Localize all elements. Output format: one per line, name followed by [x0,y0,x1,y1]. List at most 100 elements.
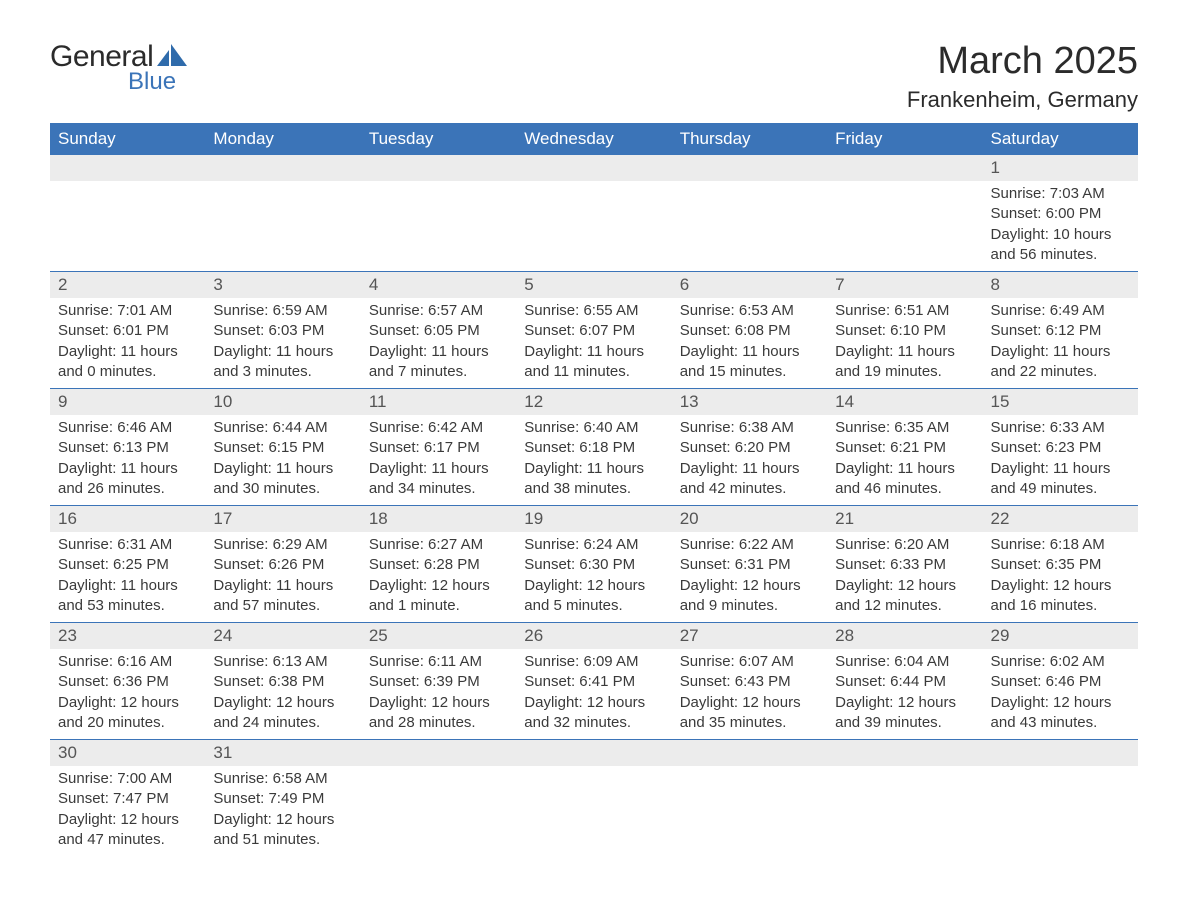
sunset-line: Sunset: 6:39 PM [369,672,508,692]
day-number-cell: 20 [672,506,827,533]
daylight-line: Daylight: 11 hours and 53 minutes. [58,576,197,617]
day-number-cell: 17 [205,506,360,533]
month-title: March 2025 [907,40,1138,83]
sunset-line: Sunset: 6:18 PM [524,438,663,458]
daylight-line: Daylight: 12 hours and 20 minutes. [58,693,197,734]
daynum-row: 1 [50,155,1138,181]
sunset-line: Sunset: 6:17 PM [369,438,508,458]
daylight-line: Daylight: 12 hours and 51 minutes. [213,810,352,851]
daylight-line: Daylight: 11 hours and 42 minutes. [680,459,819,500]
sunset-line: Sunset: 6:01 PM [58,321,197,341]
day-content-cell: Sunrise: 6:18 AMSunset: 6:35 PMDaylight:… [983,532,1138,623]
sunrise-line: Sunrise: 6:46 AM [58,418,197,438]
day-number-cell: 15 [983,389,1138,416]
day-content-row: Sunrise: 7:03 AMSunset: 6:00 PMDaylight:… [50,181,1138,272]
day-number-cell: 14 [827,389,982,416]
daylight-line: Daylight: 12 hours and 39 minutes. [835,693,974,734]
sunset-line: Sunset: 6:00 PM [991,204,1130,224]
day-number-cell: 4 [361,272,516,299]
daylight-line: Daylight: 12 hours and 32 minutes. [524,693,663,734]
sunrise-line: Sunrise: 6:22 AM [680,535,819,555]
day-number-cell: 28 [827,623,982,650]
day-content-row: Sunrise: 7:00 AMSunset: 7:47 PMDaylight:… [50,766,1138,856]
weekday-header: Wednesday [516,123,671,155]
logo-text-bottom: Blue [128,68,176,96]
daylight-line: Daylight: 12 hours and 12 minutes. [835,576,974,617]
sunrise-line: Sunrise: 6:02 AM [991,652,1130,672]
sunset-line: Sunset: 6:25 PM [58,555,197,575]
day-content-cell: Sunrise: 6:51 AMSunset: 6:10 PMDaylight:… [827,298,982,389]
day-content-cell [50,181,205,272]
day-number-cell: 5 [516,272,671,299]
weekday-header: Sunday [50,123,205,155]
daylight-line: Daylight: 11 hours and 26 minutes. [58,459,197,500]
sunrise-line: Sunrise: 6:29 AM [213,535,352,555]
sunrise-line: Sunrise: 6:18 AM [991,535,1130,555]
day-number-cell: 3 [205,272,360,299]
day-content-cell: Sunrise: 6:49 AMSunset: 6:12 PMDaylight:… [983,298,1138,389]
day-content-cell: Sunrise: 6:33 AMSunset: 6:23 PMDaylight:… [983,415,1138,506]
day-number-cell [361,155,516,181]
day-number-cell [205,155,360,181]
daylight-line: Daylight: 11 hours and 11 minutes. [524,342,663,383]
day-number-cell [516,740,671,767]
daylight-line: Daylight: 11 hours and 34 minutes. [369,459,508,500]
daylight-line: Daylight: 11 hours and 49 minutes. [991,459,1130,500]
sunset-line: Sunset: 6:15 PM [213,438,352,458]
day-content-cell [827,181,982,272]
day-content-cell: Sunrise: 7:03 AMSunset: 6:00 PMDaylight:… [983,181,1138,272]
sunrise-line: Sunrise: 6:27 AM [369,535,508,555]
sunset-line: Sunset: 6:03 PM [213,321,352,341]
day-content-cell: Sunrise: 6:58 AMSunset: 7:49 PMDaylight:… [205,766,360,856]
day-content-cell [827,766,982,856]
day-number-cell: 30 [50,740,205,767]
sunrise-line: Sunrise: 6:38 AM [680,418,819,438]
day-content-cell [516,766,671,856]
day-number-cell [50,155,205,181]
daylight-line: Daylight: 12 hours and 1 minute. [369,576,508,617]
daylight-line: Daylight: 11 hours and 22 minutes. [991,342,1130,383]
header: General Blue March 2025 Frankenheim, Ger… [50,40,1138,113]
daylight-line: Daylight: 12 hours and 24 minutes. [213,693,352,734]
day-number-cell: 22 [983,506,1138,533]
day-number-cell: 26 [516,623,671,650]
day-content-cell: Sunrise: 6:53 AMSunset: 6:08 PMDaylight:… [672,298,827,389]
day-content-cell: Sunrise: 6:57 AMSunset: 6:05 PMDaylight:… [361,298,516,389]
sunrise-line: Sunrise: 6:24 AM [524,535,663,555]
day-number-cell [361,740,516,767]
day-content-cell: Sunrise: 6:35 AMSunset: 6:21 PMDaylight:… [827,415,982,506]
sunset-line: Sunset: 6:31 PM [680,555,819,575]
day-content-cell: Sunrise: 6:04 AMSunset: 6:44 PMDaylight:… [827,649,982,740]
daylight-line: Daylight: 11 hours and 7 minutes. [369,342,508,383]
sunset-line: Sunset: 6:35 PM [991,555,1130,575]
sunset-line: Sunset: 6:13 PM [58,438,197,458]
daylight-line: Daylight: 11 hours and 38 minutes. [524,459,663,500]
sunset-line: Sunset: 6:30 PM [524,555,663,575]
day-number-cell: 8 [983,272,1138,299]
weekday-header: Monday [205,123,360,155]
sunrise-line: Sunrise: 6:42 AM [369,418,508,438]
day-number-cell [516,155,671,181]
day-content-cell: Sunrise: 6:20 AMSunset: 6:33 PMDaylight:… [827,532,982,623]
sunset-line: Sunset: 6:36 PM [58,672,197,692]
day-content-cell [205,181,360,272]
sunset-line: Sunset: 6:41 PM [524,672,663,692]
sunset-line: Sunset: 6:23 PM [991,438,1130,458]
sunrise-line: Sunrise: 6:13 AM [213,652,352,672]
day-content-cell: Sunrise: 6:24 AMSunset: 6:30 PMDaylight:… [516,532,671,623]
day-content-cell: Sunrise: 7:00 AMSunset: 7:47 PMDaylight:… [50,766,205,856]
weekday-header: Saturday [983,123,1138,155]
day-number-cell: 23 [50,623,205,650]
logo: General Blue [50,40,187,96]
weekday-header-row: Sunday Monday Tuesday Wednesday Thursday… [50,123,1138,155]
day-content-cell: Sunrise: 6:22 AMSunset: 6:31 PMDaylight:… [672,532,827,623]
day-number-cell: 7 [827,272,982,299]
daylight-line: Daylight: 12 hours and 5 minutes. [524,576,663,617]
sunrise-line: Sunrise: 6:16 AM [58,652,197,672]
sunrise-line: Sunrise: 6:20 AM [835,535,974,555]
sunrise-line: Sunrise: 6:58 AM [213,769,352,789]
sunrise-line: Sunrise: 6:33 AM [991,418,1130,438]
day-content-cell: Sunrise: 6:38 AMSunset: 6:20 PMDaylight:… [672,415,827,506]
day-content-cell: Sunrise: 6:59 AMSunset: 6:03 PMDaylight:… [205,298,360,389]
daylight-line: Daylight: 12 hours and 16 minutes. [991,576,1130,617]
